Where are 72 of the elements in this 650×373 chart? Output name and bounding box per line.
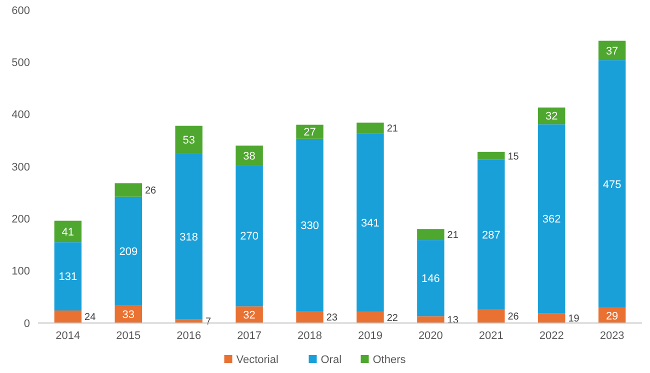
y-tick-label: 0 [24,318,30,330]
data-label: 21 [386,124,398,135]
bar [54,220,82,242]
x-tick-label: 2016 [176,330,202,342]
data-label: 330 [300,220,319,232]
bar [417,316,444,323]
x-tick-label: 2018 [298,330,322,342]
bar [356,122,384,134]
data-label: 33 [122,309,135,322]
x-tick-label: 2020 [418,330,443,342]
y-tick-label: 600 [12,4,30,17]
bar [538,124,566,314]
bar [417,229,444,240]
data-label: 27 [304,126,316,139]
data-label: 146 [422,272,440,285]
bar [175,126,202,154]
data-label: 131 [58,271,78,284]
bar [478,160,505,310]
y-tick-label: 200 [12,214,30,226]
x-tick-label: 2015 [116,330,141,342]
bar [478,309,505,323]
y-tick-label: 300 [12,161,30,174]
data-label: 37 [606,45,618,58]
x-tick-label: 2017 [237,330,262,342]
data-label: 287 [482,229,500,242]
data-label: 26 [508,312,520,323]
data-label: 32 [243,310,256,322]
data-label: 21 [447,230,459,242]
bar [296,138,324,311]
legend-label: Others [372,354,406,366]
data-label: 270 [240,230,258,243]
data-label: 38 [243,150,256,162]
bar [54,242,82,310]
y-tick-label: 500 [12,57,30,70]
data-label: 23 [326,312,338,324]
data-label: 41 [62,226,74,238]
bar [538,313,566,323]
data-label: 15 [508,151,520,162]
bar [478,152,505,160]
data-label: 22 [386,312,398,324]
data-label: 26 [144,185,157,196]
bar [417,240,444,316]
bar [356,312,384,323]
y-tick-label: 400 [12,109,30,122]
x-tick-label: 2021 [478,330,504,342]
bar [175,153,202,320]
bar [236,165,263,306]
data-label: 362 [542,214,561,226]
bar [114,183,142,197]
bar [598,60,626,308]
data-label: 318 [180,231,198,244]
bar [54,310,82,323]
y-tick-label: 100 [12,266,30,278]
x-tick-label: 2019 [358,330,382,342]
data-label: 32 [545,110,558,123]
data-label: 475 [602,178,622,191]
data-label: 24 [84,312,96,324]
bar [356,134,384,312]
data-label: 19 [568,314,580,325]
bar [114,196,142,306]
legend-label: Oral [320,354,342,366]
x-tick-label: 2022 [539,330,564,342]
bar [296,124,324,139]
data-label: 341 [361,217,380,230]
bar [296,311,324,323]
x-tick-label: 2014 [56,330,80,342]
x-tick-label: 2023 [600,330,624,342]
data-label: 29 [606,310,618,322]
legend-label: Vectorial [236,354,278,366]
bar [236,146,263,166]
data-label: 53 [182,134,195,146]
data-label: 209 [119,246,138,258]
